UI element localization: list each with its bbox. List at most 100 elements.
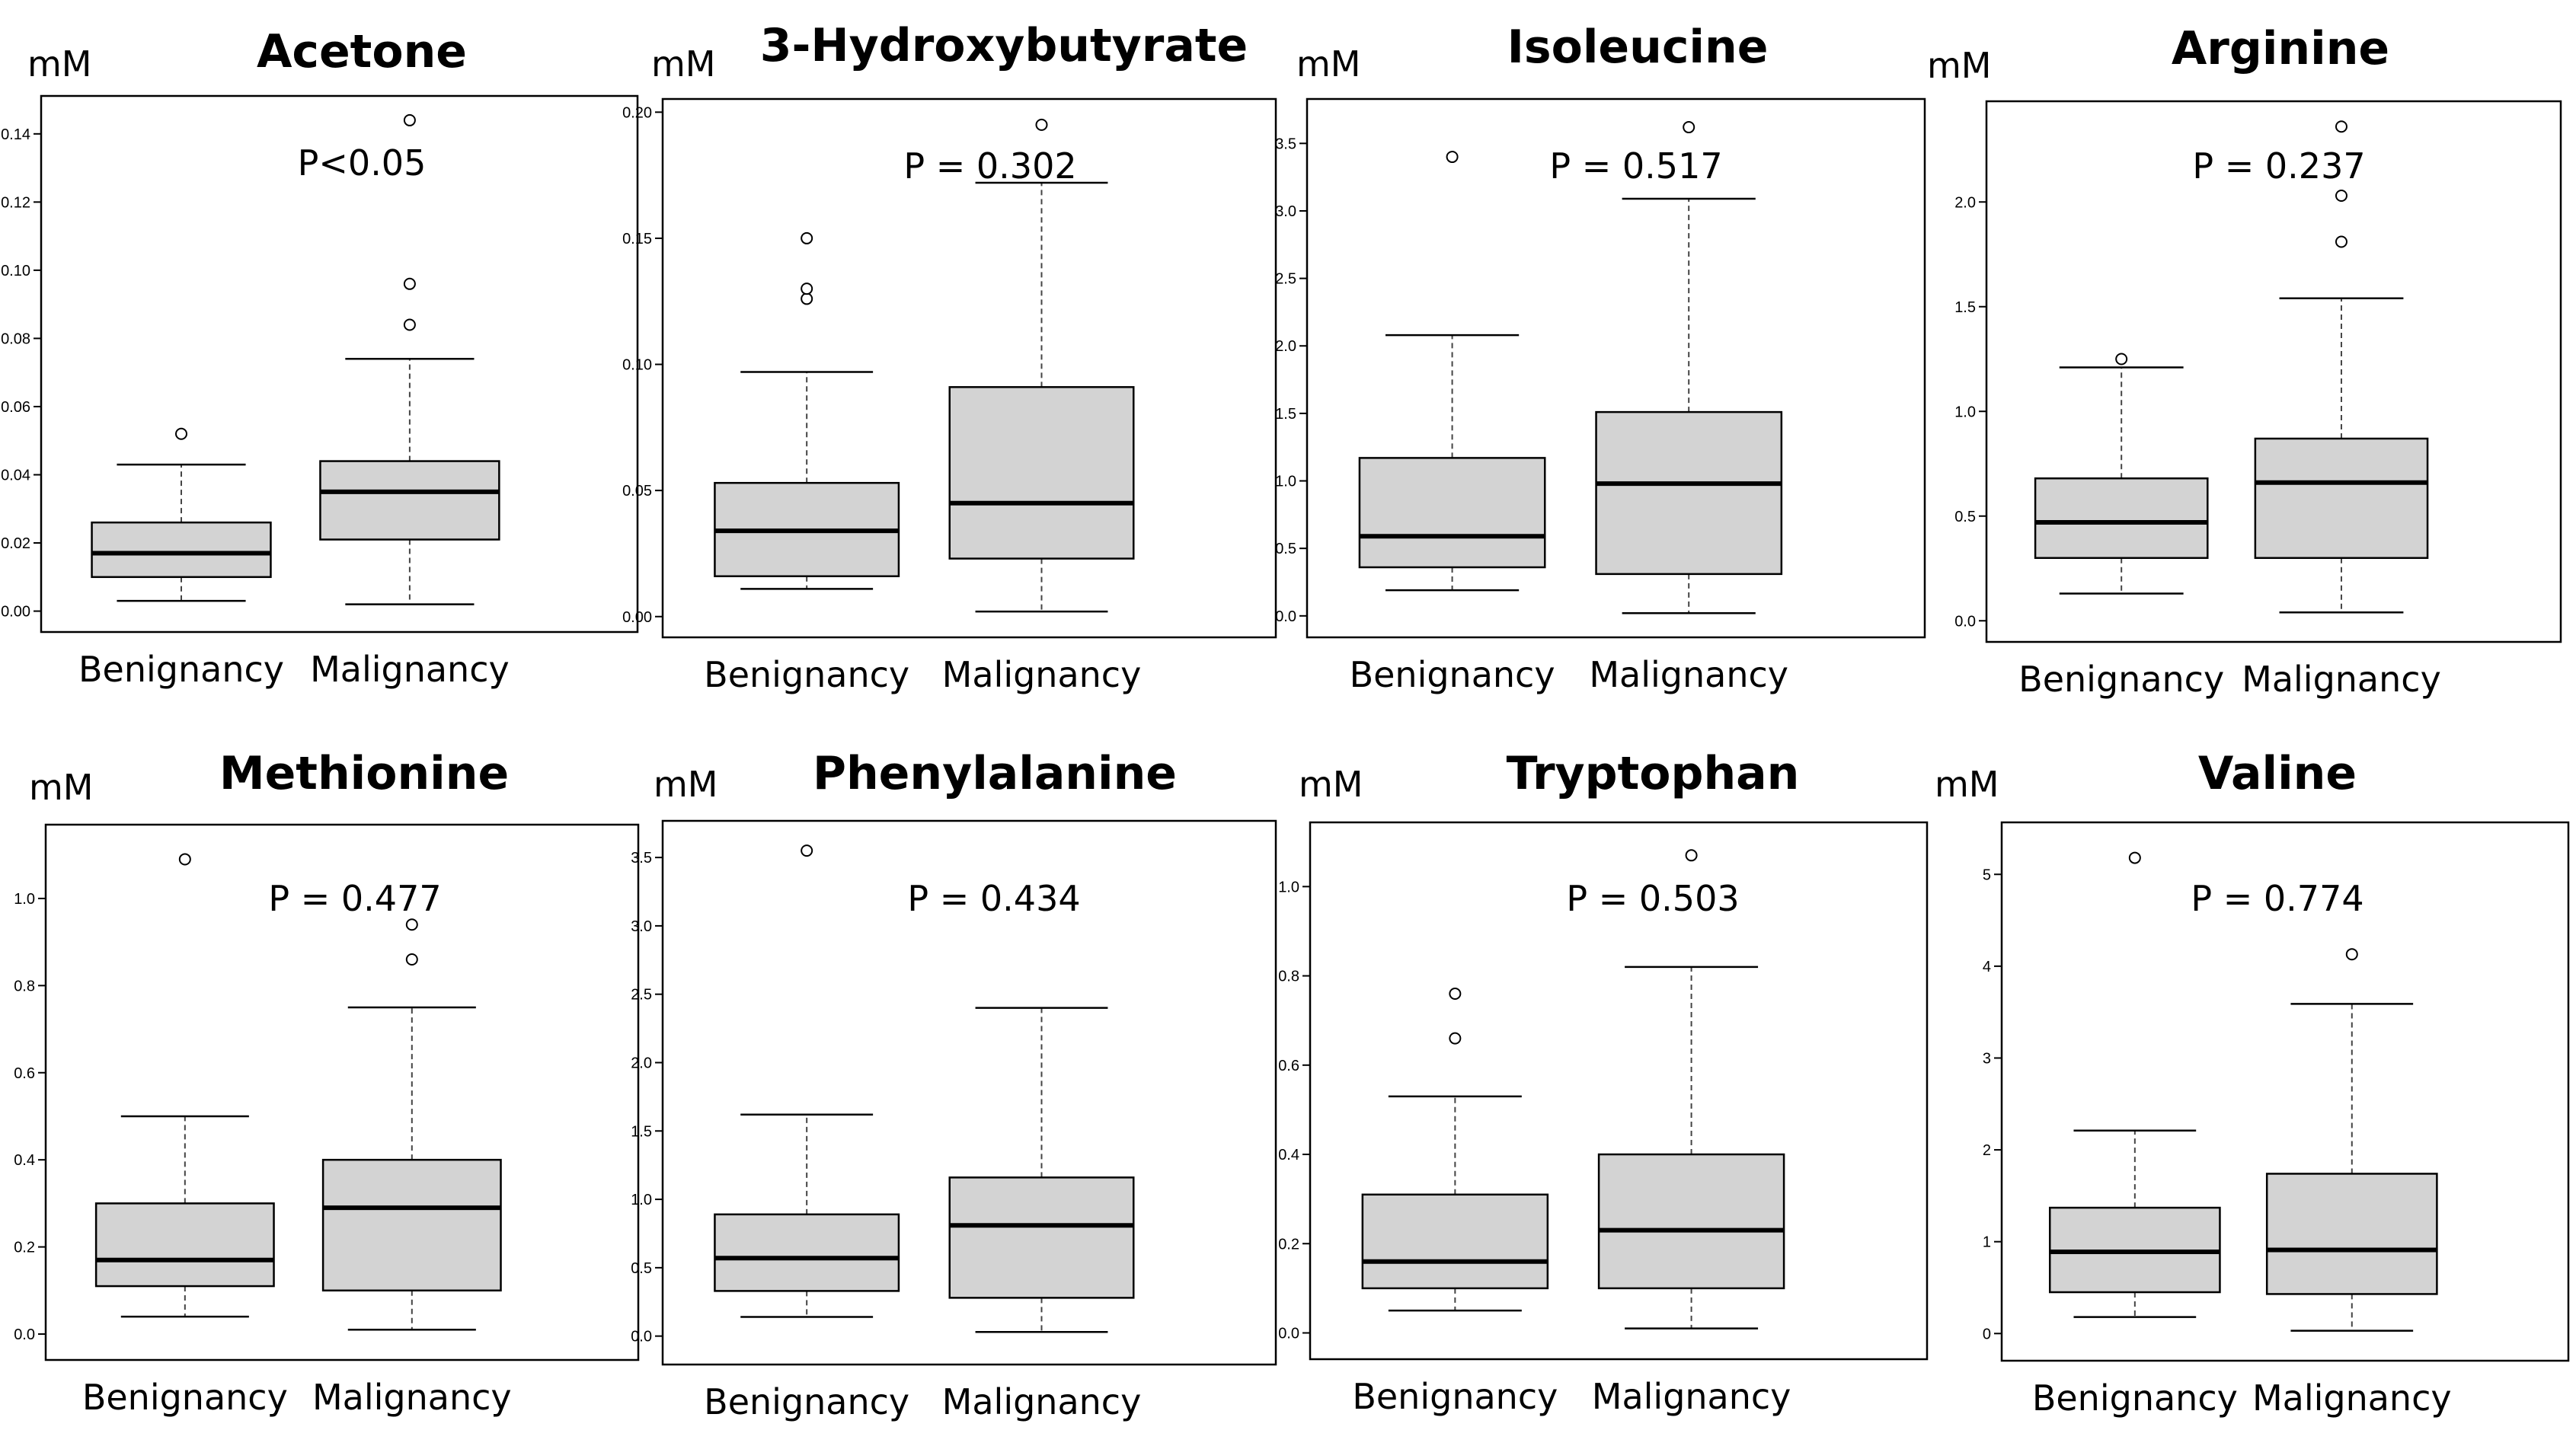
y-tick-label: 0.4 (1278, 1147, 1299, 1164)
iqr-box (91, 521, 272, 579)
outlier-point (2335, 190, 2347, 202)
box-malignancy (948, 1007, 1135, 1333)
iqr-box (948, 386, 1135, 560)
y-tick-label: 0.08 (1, 330, 30, 347)
y-tick-label: 0.05 (622, 483, 652, 500)
y-tick-label: 1.0 (14, 891, 35, 908)
box-malignancy (1595, 121, 1783, 614)
box-malignancy (321, 918, 502, 1331)
outlier-point (1683, 121, 1695, 134)
box-benignancy (94, 853, 275, 1318)
panel-arginine: Arginine mM P = 0.237 0.0 0.5 1.0 1.5 2.0 Benign… (1927, 22, 2562, 700)
y-tick-label: 1.0 (1954, 404, 1976, 420)
outlier-point (801, 231, 813, 244)
unit-label: mM (27, 43, 92, 85)
y-tick-label: 0.8 (14, 978, 35, 994)
plot-frame (2000, 821, 2570, 1362)
y-tick-label: 1.5 (1275, 406, 1296, 423)
plot-frame (1309, 821, 1929, 1361)
category-label: Benignancy (1352, 1376, 1558, 1417)
unit-label: mM (651, 43, 716, 85)
iqr-box (1358, 457, 1546, 569)
category-label: Malignancy (942, 654, 1142, 695)
y-tick-label: 0.5 (1275, 541, 1296, 557)
category-label: Malignancy (2242, 659, 2441, 700)
iqr-box (2265, 1173, 2438, 1295)
unit-label: mM (654, 764, 718, 805)
y-tick-label: 3.5 (631, 850, 652, 867)
y-tick-label: 0.12 (1, 194, 30, 211)
chart-title: Tryptophan (1507, 747, 1800, 800)
y-tick-label: 1 (1983, 1234, 1991, 1251)
p-value: P = 0.477 (268, 878, 441, 919)
panel-3-hydroxybutyrate: 3-Hydroxybutyrate mM P = 0.302 0.00 0.05 0.10… (622, 19, 1277, 695)
y-tick-label: 1.0 (1278, 879, 1299, 895)
p-value: P<0.05 (298, 142, 427, 184)
p-value: P = 0.302 (903, 145, 1076, 187)
box-malignancy (948, 118, 1135, 613)
outlier-point (403, 318, 416, 331)
panel-tryptophan: Tryptophan mM P = 0.503 0.0 0.2 0.4 0.6 0.8 1.0 B… (1278, 747, 1929, 1417)
outlier-point (1449, 1032, 1462, 1045)
iqr-box (1597, 1153, 1785, 1290)
y-tick-label: 0.0 (631, 1329, 652, 1345)
y-tick-label: 0.2 (14, 1240, 35, 1256)
y-tick-label: 2.0 (631, 1055, 652, 1071)
box-benignancy (2048, 851, 2221, 1318)
y-tick-label: 4 (1983, 959, 1991, 975)
iqr-box (1361, 1193, 1549, 1290)
category-label: Benignancy (2018, 659, 2224, 700)
outlier-point (801, 292, 813, 305)
chart-title: Phenylalanine (813, 747, 1177, 800)
y-tick-label: 0.20 (622, 104, 652, 121)
panel-acetone: Acetone mM P<0.05 0.00 0.02 0.04 0.06 0.08 0.10 0… (1, 25, 639, 690)
y-tick-label: 0.5 (1954, 509, 1976, 525)
y-tick-label: 3.0 (631, 918, 652, 935)
chart-title: Methionine (219, 747, 509, 800)
box-benignancy (91, 427, 272, 602)
outlier-point (403, 113, 416, 126)
y-tick-label: 0.2 (1278, 1236, 1299, 1253)
y-tick-label: 3.5 (1275, 136, 1296, 152)
iqr-box (2034, 477, 2209, 559)
box-malignancy (319, 113, 500, 605)
unit-label: mM (1927, 45, 1992, 86)
plot-frame (1985, 100, 2562, 643)
box-malignancy (2254, 120, 2429, 614)
chart-title: Arginine (2172, 22, 2389, 75)
category-label: Benignancy (2032, 1377, 2238, 1419)
y-tick-label: 0.0 (14, 1326, 35, 1343)
box-benignancy (714, 231, 900, 590)
iqr-box (2254, 437, 2429, 559)
y-tick-label: 0.6 (14, 1065, 35, 1082)
y-tick-label: 1.0 (631, 1192, 652, 1208)
outlier-point (1446, 151, 1459, 164)
category-label: Benignancy (82, 1377, 288, 1418)
y-tick-label: 0.0 (1275, 608, 1296, 625)
panel-isoleucine: Isoleucine mM P = 0.517 0.0 0.5 1.0 1.5 2.0 2.5 3… (1275, 21, 1926, 695)
y-tick-label: 0.4 (14, 1152, 35, 1169)
outlier-point (2335, 235, 2347, 248)
outlier-point (405, 918, 418, 931)
category-label: Malignancy (1592, 1376, 1791, 1417)
box-benignancy (2034, 353, 2209, 595)
y-tick-label: 0.10 (1, 263, 30, 279)
y-tick-label: 0 (1983, 1326, 1991, 1342)
outlier-point (178, 853, 191, 866)
outlier-point (801, 282, 813, 295)
p-value: P = 0.503 (1566, 878, 1739, 919)
unit-label: mM (29, 767, 94, 808)
category-label: Malignancy (2252, 1377, 2452, 1419)
y-tick-label: 0.00 (1, 604, 30, 621)
y-tick-label: 1.5 (1954, 299, 1976, 316)
y-tick-label: 0.00 (622, 609, 652, 626)
y-tick-label: 2.5 (631, 987, 652, 1004)
y-tick-label: 3.0 (1275, 203, 1296, 220)
plot-frame (661, 97, 1277, 639)
y-tick-label: 1.5 (631, 1123, 652, 1140)
y-tick-label: 0.06 (1, 399, 30, 416)
p-value: P = 0.517 (1549, 145, 1722, 187)
category-label: Malignancy (942, 1381, 1142, 1422)
box-malignancy (1597, 849, 1785, 1329)
